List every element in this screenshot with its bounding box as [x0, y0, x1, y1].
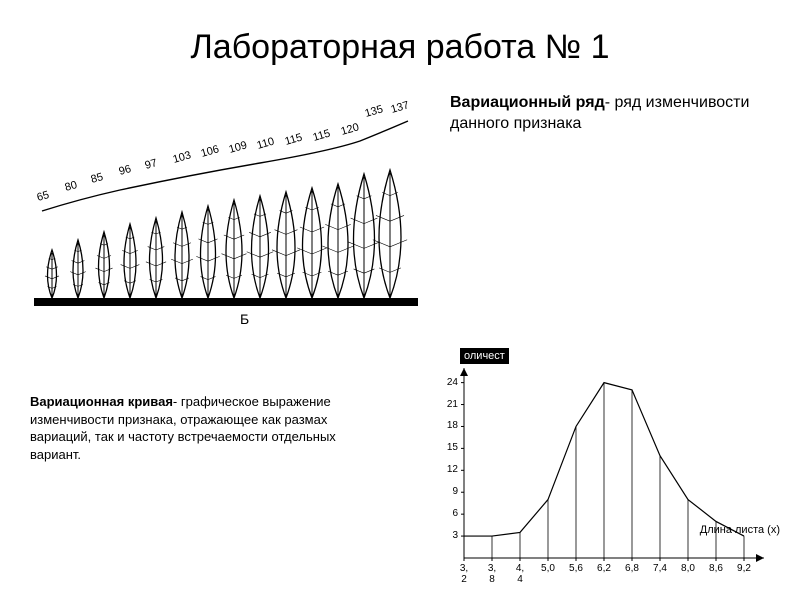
leaf-number: 106	[200, 143, 221, 160]
content-area: 6580859697103106109110115115120135137 Б …	[0, 83, 800, 583]
chart-ytick: 6	[440, 508, 458, 519]
chart-y-label: оличест	[460, 348, 509, 364]
leaf-number: 85	[90, 171, 105, 186]
leaf-number: 110	[256, 136, 276, 152]
leaf-number: 120	[340, 121, 361, 138]
chart-xtick: 6,2	[592, 563, 616, 574]
leaf-number: 80	[64, 179, 79, 194]
term-variational-curve: Вариационная кривая	[30, 394, 173, 409]
chart-ytick: 18	[440, 420, 458, 431]
chart-ytick: 21	[440, 399, 458, 410]
chart-xtick: 7,4	[648, 563, 672, 574]
leaf-number: 103	[172, 149, 193, 166]
chart-ytick: 3	[440, 530, 458, 541]
leaf-number: 96	[118, 163, 133, 178]
page-title: Лабораторная работа № 1	[0, 0, 800, 83]
chart-xtick: 6,8	[620, 563, 644, 574]
chart-xtick: 5,6	[564, 563, 588, 574]
leaf-series-diagram: 6580859697103106109110115115120135137 Б	[30, 93, 430, 323]
chart-xtick: 3, 2	[452, 563, 476, 585]
leaf-number: 137	[390, 99, 411, 116]
chart-ytick: 15	[440, 442, 458, 453]
definition-variational-curve: Вариационная кривая- графическое выражен…	[30, 393, 390, 463]
chart-ytick: 9	[440, 486, 458, 497]
chart-xtick: 3, 8	[480, 563, 504, 585]
variation-curve-chart: оличест Длина листа (x) 3 6 9 12 15 18 21 24 3,…	[420, 348, 780, 608]
chart-xtick: 8,6	[704, 563, 728, 574]
chart-xtick: 4, 4	[508, 563, 532, 585]
chart-xtick: 9,2	[732, 563, 756, 574]
chart-xtick: 5,0	[536, 563, 560, 574]
leaf-number: 115	[284, 132, 304, 148]
leaf-number: 65	[36, 189, 51, 204]
leaf-b-label: Б	[240, 311, 249, 327]
leaf-number: 115	[312, 128, 332, 144]
chart-x-label: Длина листа (x)	[700, 524, 780, 536]
leaf-number: 97	[144, 157, 159, 172]
leaf-svg: 65 80 85 96 97 103 106 109 110 115 115 120135 137	[30, 93, 430, 323]
leaf-number: 135	[364, 103, 385, 120]
term-variational-series: Вариационный ряд	[450, 94, 605, 111]
definition-variational-series: Вариационный ряд- ряд изменчивости данно…	[450, 93, 770, 135]
chart-ytick: 24	[440, 377, 458, 388]
chart-ytick: 12	[440, 464, 458, 475]
chart-xtick: 8,0	[676, 563, 700, 574]
leaf-number: 109	[228, 139, 249, 156]
